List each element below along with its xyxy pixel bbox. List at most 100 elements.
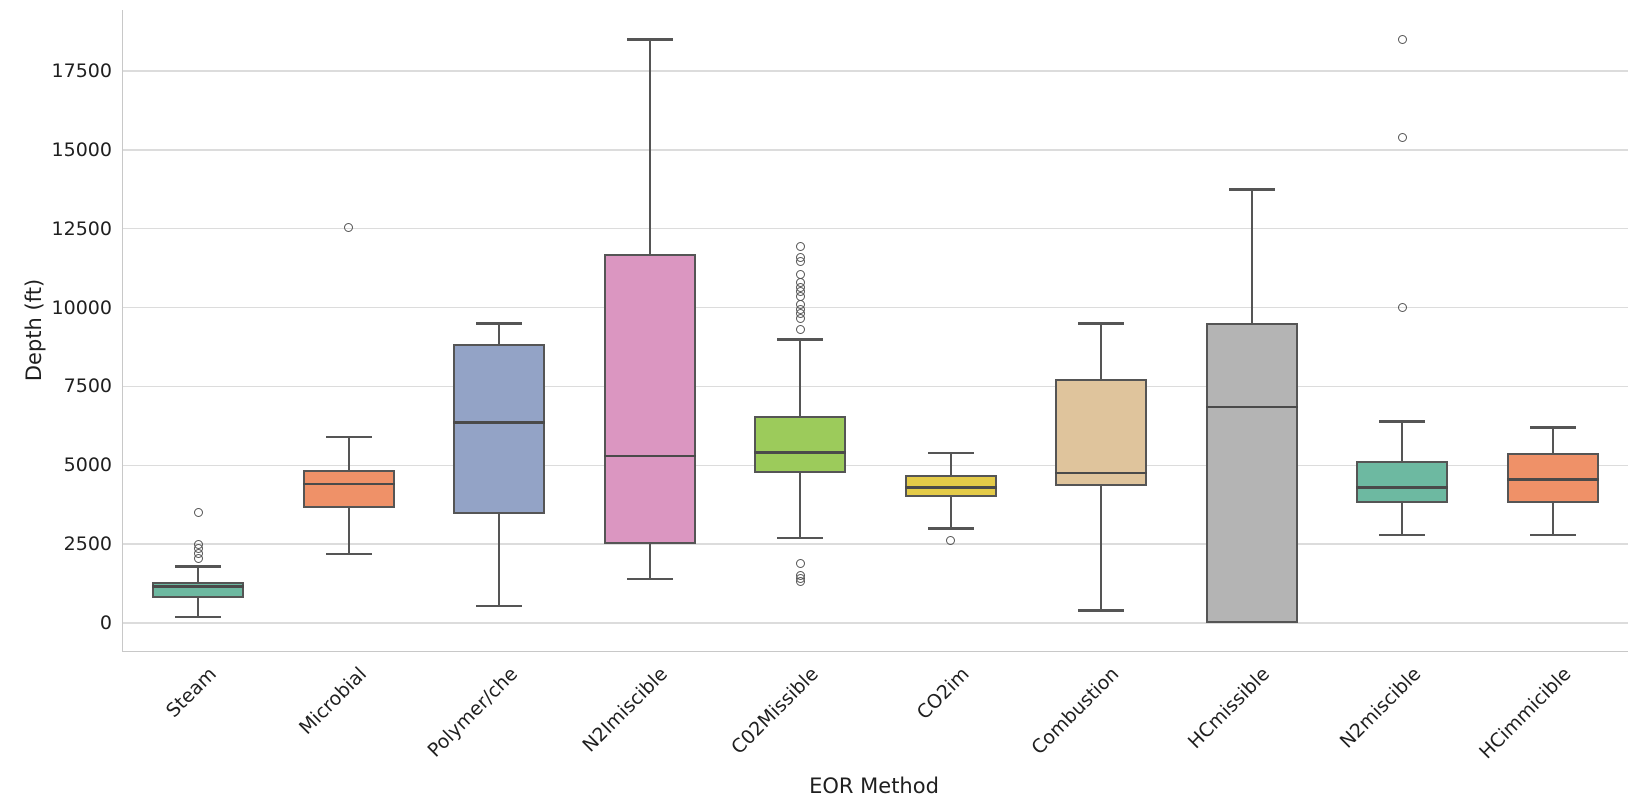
median-hcimmicible <box>1506 478 1599 481</box>
outlier-point-steam <box>193 539 203 549</box>
x-tick-label-c02missible: C02Missible <box>727 663 823 759</box>
whisker-cap-upper-hcmissible <box>1228 188 1275 191</box>
whisker-lower-n2imiscible <box>648 544 651 579</box>
whisker-cap-upper-co2im <box>927 451 974 455</box>
y-tick-label: 15000 <box>51 138 112 161</box>
median-microbial <box>302 482 395 486</box>
x-tick-label-steam: Steam <box>161 663 221 722</box>
whisker-lower-co2im <box>949 496 952 529</box>
outlier-point-c02missible <box>795 325 805 335</box>
whisker-cap-lower-c02missible <box>777 536 824 540</box>
whisker-cap-upper-n2miscible <box>1379 420 1426 423</box>
whisker-upper-steam <box>197 566 200 582</box>
outlier-point-n2miscible <box>1397 303 1407 313</box>
x-tick-label-hcmissible: HCmissible <box>1184 663 1275 754</box>
whisker-upper-hcimmicible <box>1551 427 1554 453</box>
y-tick-label: 17500 <box>51 59 112 82</box>
whisker-cap-upper-n2imiscible <box>626 38 673 41</box>
outlier-point-c02missible <box>795 570 805 580</box>
outlier-point-c02missible <box>795 558 805 568</box>
whisker-cap-upper-hcimmicible <box>1529 426 1576 429</box>
median-c02missible <box>754 451 847 454</box>
whisker-cap-upper-microbial <box>325 435 372 439</box>
box-combustion <box>1055 378 1148 486</box>
box-hcimmicible <box>1506 452 1599 504</box>
box-microbial <box>302 470 395 508</box>
whisker-cap-lower-n2miscible <box>1379 533 1426 537</box>
outlier-point-c02missible <box>795 299 805 309</box>
whisker-cap-lower-co2im <box>927 527 974 530</box>
whisker-upper-co2im <box>949 452 952 475</box>
outlier-point-n2miscible <box>1397 132 1407 142</box>
y-tick-label: 10000 <box>51 296 112 319</box>
y-tick-label: 5000 <box>63 454 112 477</box>
whisker-lower-c02missible <box>799 473 802 538</box>
whisker-upper-c02missible <box>799 339 802 417</box>
outlier-point-n2miscible <box>1397 34 1407 44</box>
x-tick-label-n2imiscible: N2Imiscible <box>578 663 673 757</box>
whisker-cap-lower-steam <box>175 615 222 619</box>
whisker-cap-upper-polymer-che <box>476 322 523 325</box>
y-tick-label: 12500 <box>51 217 112 240</box>
median-hcmissible <box>1205 405 1298 409</box>
box-n2imiscible <box>603 253 696 545</box>
y-tick-label: 0 <box>99 612 112 634</box>
gridline-2500 <box>123 543 1628 545</box>
whisker-upper-microbial <box>347 436 350 470</box>
outlier-point-c02missible <box>795 277 805 287</box>
median-co2im <box>904 486 997 489</box>
whisker-cap-lower-microbial <box>325 552 372 556</box>
x-tick-label-hcimmicible: HCimmicible <box>1474 663 1576 764</box>
gridline-17500 <box>123 70 1628 72</box>
outlier-point-microbial <box>344 222 354 232</box>
y-axis-label: Depth (ft) <box>22 278 46 382</box>
whisker-cap-lower-hcimmicible <box>1529 533 1576 537</box>
gridline-10000 <box>123 306 1628 309</box>
whisker-upper-n2imiscible <box>648 39 651 254</box>
gridline-7500 <box>123 385 1628 388</box>
whisker-upper-combustion <box>1100 323 1103 379</box>
whisker-lower-polymer-che <box>498 514 501 606</box>
outlier-point-co2im <box>946 536 956 546</box>
x-tick-label-combustion: Combustion <box>1027 663 1124 760</box>
gridline-0 <box>123 622 1628 624</box>
whisker-cap-upper-steam <box>175 565 222 568</box>
median-combustion <box>1055 471 1148 475</box>
whisker-cap-lower-polymer-che <box>476 604 523 608</box>
median-n2miscible <box>1356 486 1449 489</box>
box-co2im <box>904 474 997 497</box>
gridline-15000 <box>123 149 1628 151</box>
x-axis-label: EOR Method <box>809 774 939 798</box>
x-tick-label-microbial: Microbial <box>295 663 372 739</box>
box-steam <box>152 581 245 598</box>
whisker-upper-hcmissible <box>1250 189 1253 324</box>
median-steam <box>152 585 245 588</box>
whisker-cap-lower-n2imiscible <box>626 577 673 581</box>
whisker-upper-n2miscible <box>1401 421 1404 461</box>
median-polymer-che <box>453 421 546 424</box>
whisker-lower-combustion <box>1100 485 1103 611</box>
whisker-lower-microbial <box>347 507 350 554</box>
x-tick-label-co2im: CO2im <box>912 663 974 724</box>
gridline-5000 <box>123 464 1628 467</box>
plot-area <box>122 10 1628 652</box>
outlier-point-steam <box>193 508 203 518</box>
median-n2imiscible <box>603 454 696 458</box>
whisker-lower-n2miscible <box>1401 503 1404 535</box>
gridline-12500 <box>123 227 1628 230</box>
whisker-lower-steam <box>197 597 200 617</box>
outlier-point-c02missible <box>795 269 805 279</box>
whisker-cap-upper-c02missible <box>777 338 824 341</box>
y-tick-label: 2500 <box>63 533 112 556</box>
x-tick-label-polymer-che: Polymer/che <box>423 663 522 762</box>
outlier-point-c02missible <box>795 241 805 251</box>
whisker-cap-upper-combustion <box>1078 322 1125 325</box>
whisker-lower-hcimmicible <box>1551 503 1554 535</box>
whisker-upper-polymer-che <box>498 323 501 344</box>
x-tick-label-n2miscible: N2miscible <box>1335 663 1425 753</box>
whisker-cap-lower-combustion <box>1078 609 1125 612</box>
box-polymer-che <box>453 343 546 515</box>
outlier-point-c02missible <box>795 252 805 262</box>
box-n2miscible <box>1356 460 1449 504</box>
